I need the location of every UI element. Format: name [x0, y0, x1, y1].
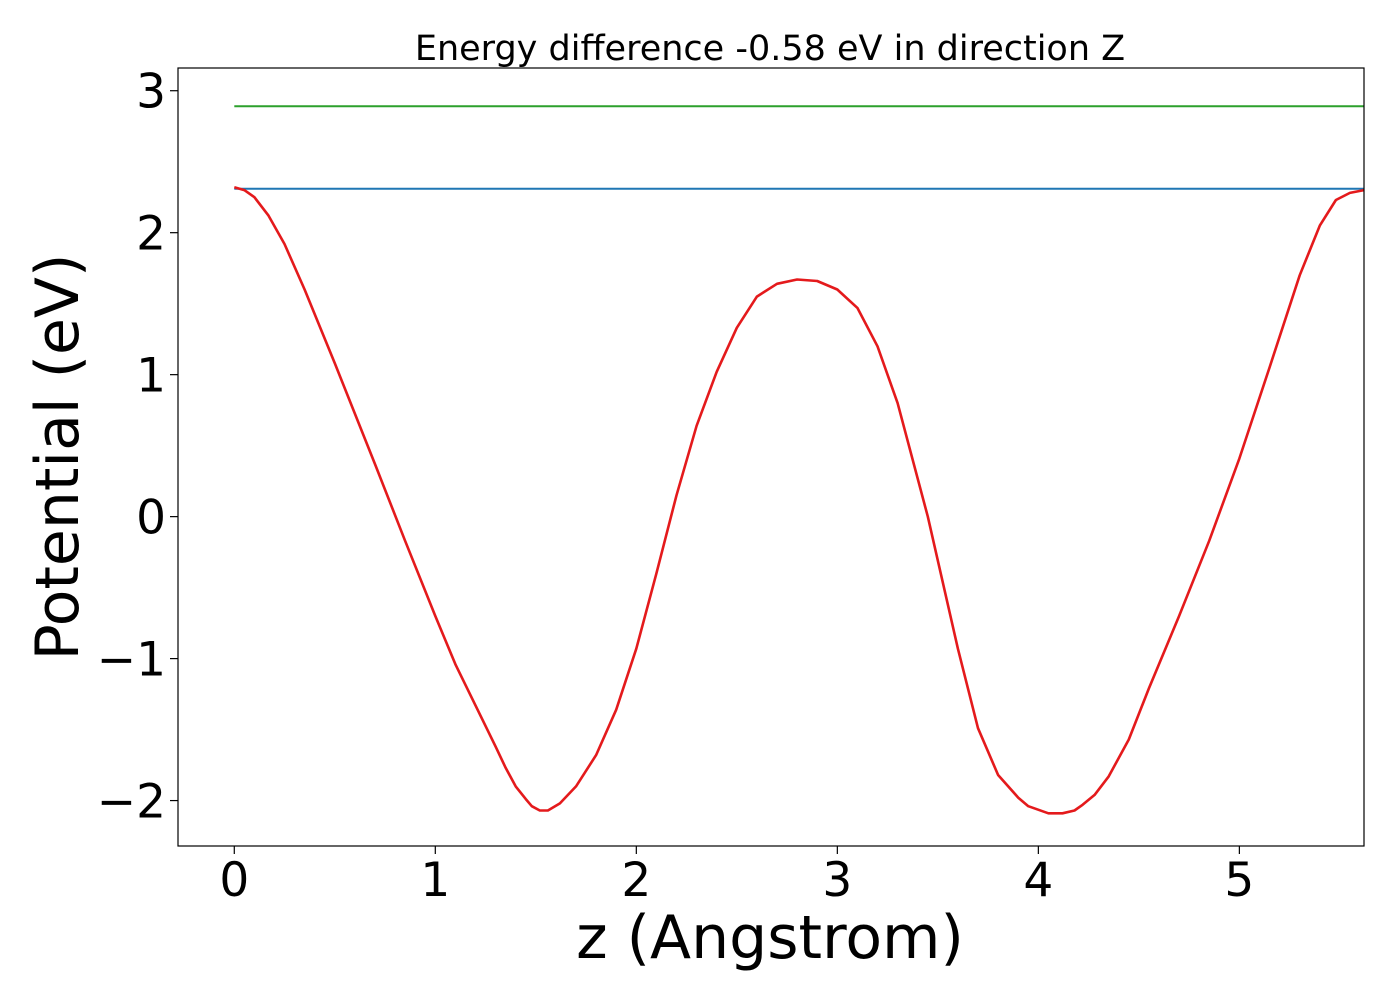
y-tick-label: 2: [136, 207, 166, 262]
x-tick-label: 4: [1023, 853, 1053, 908]
y-tick-label: −1: [97, 633, 166, 688]
x-tick-label: 1: [420, 853, 450, 908]
x-tick-label: 0: [219, 853, 249, 908]
y-axis: −2 −1 0 1 2 3: [97, 65, 178, 830]
y-axis-label: Potential (eV): [23, 254, 93, 661]
chart-title: Energy difference -0.58 eV in direction …: [415, 29, 1125, 69]
x-axis: 0 1 2 3 4 5: [219, 846, 1254, 908]
y-tick-label: 0: [136, 491, 166, 546]
y-tick-label: 3: [136, 65, 166, 120]
x-tick-label: 3: [822, 853, 852, 908]
x-tick-label: 5: [1224, 853, 1254, 908]
y-tick-label: 1: [136, 349, 166, 404]
x-tick-label: 2: [621, 853, 651, 908]
series-layer: [233, 105, 1365, 815]
plot-frame: [177, 67, 1365, 847]
x-axis-label: z (Angstrom): [576, 903, 964, 973]
series-line-2: [233, 186, 1365, 815]
y-tick-label: −2: [97, 775, 166, 830]
